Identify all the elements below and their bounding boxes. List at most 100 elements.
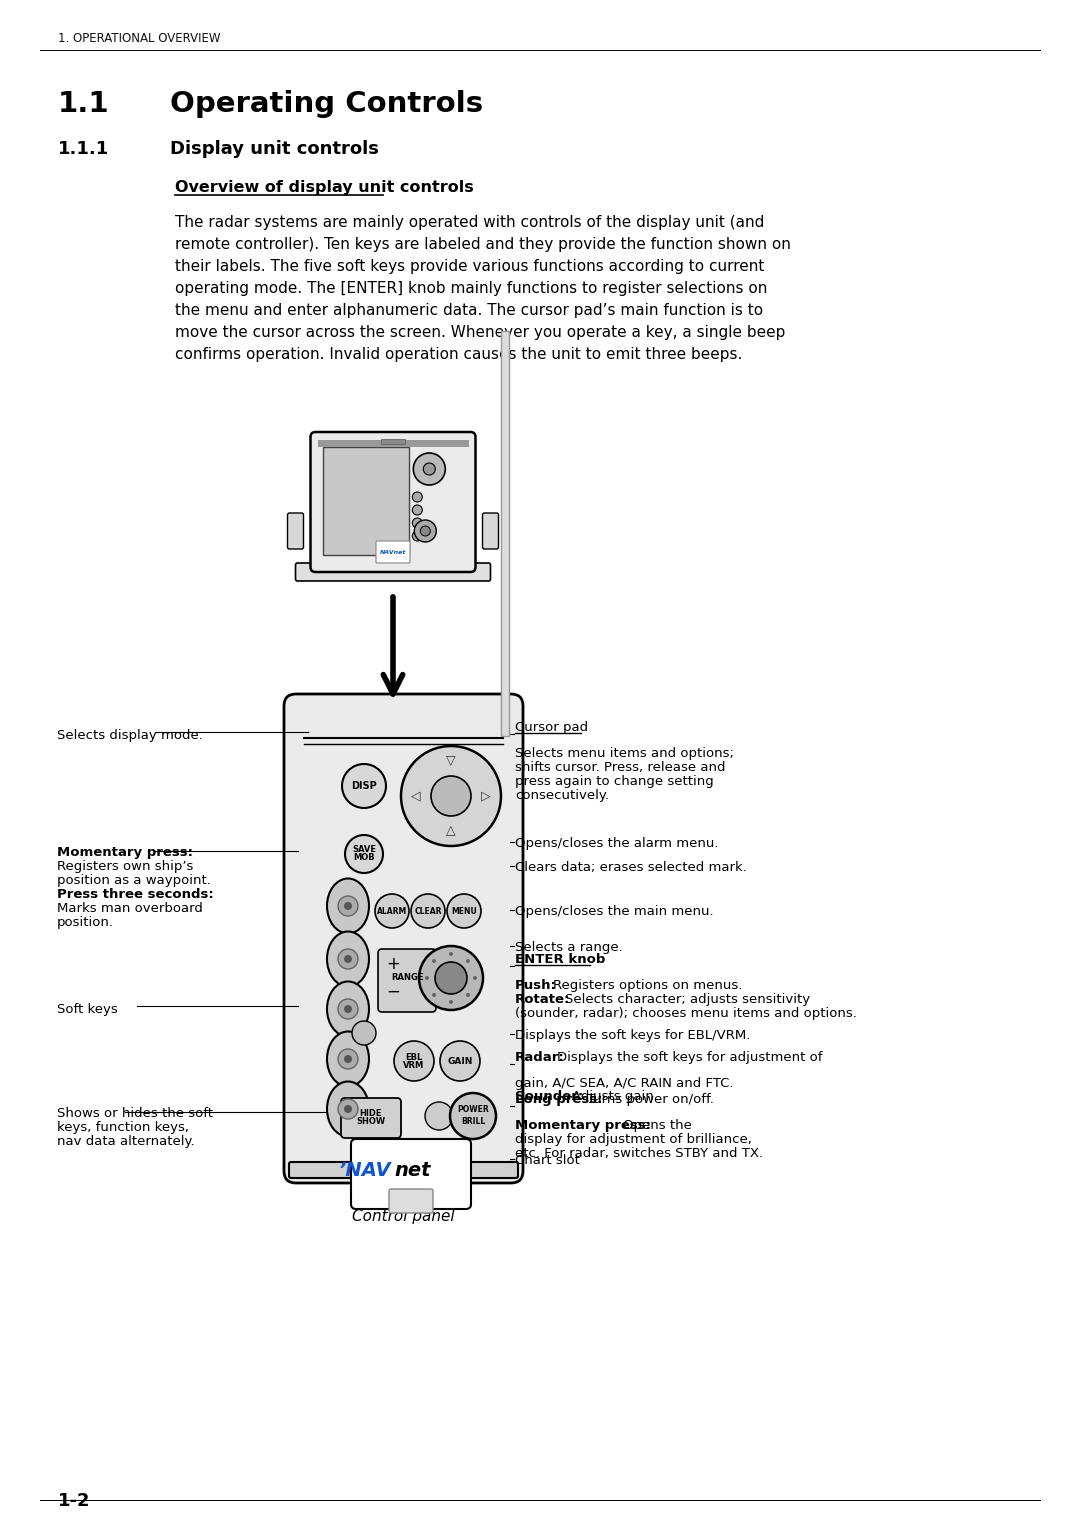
Bar <box>318 440 469 448</box>
Circle shape <box>338 949 357 969</box>
Circle shape <box>419 946 483 1010</box>
Circle shape <box>426 1102 453 1131</box>
Circle shape <box>394 1041 434 1080</box>
Text: GAIN: GAIN <box>447 1056 473 1065</box>
Circle shape <box>415 520 436 542</box>
Text: shifts cursor. Press, release and: shifts cursor. Press, release and <box>515 761 726 775</box>
Ellipse shape <box>327 932 369 987</box>
Circle shape <box>450 1093 496 1138</box>
Text: 1. OPERATIONAL OVERVIEW: 1. OPERATIONAL OVERVIEW <box>58 32 220 44</box>
Text: ALARM: ALARM <box>377 906 407 915</box>
Text: ▷: ▷ <box>482 790 490 802</box>
Text: BRILL: BRILL <box>461 1117 485 1126</box>
Text: 1.1: 1.1 <box>58 90 110 118</box>
Text: Selects a range.: Selects a range. <box>515 941 623 953</box>
Ellipse shape <box>327 1082 369 1137</box>
Text: Selects character; adjusts sensitivity: Selects character; adjusts sensitivity <box>565 993 810 1005</box>
Circle shape <box>426 976 429 979</box>
Circle shape <box>413 532 422 541</box>
Circle shape <box>432 960 436 963</box>
Text: Long press:: Long press: <box>515 1093 603 1106</box>
Text: MENU: MENU <box>451 906 477 915</box>
Circle shape <box>375 894 409 927</box>
Text: Displays the soft keys for EBL/VRM.: Displays the soft keys for EBL/VRM. <box>515 1028 751 1042</box>
Text: nav data alternately.: nav data alternately. <box>57 1135 194 1148</box>
Text: −: − <box>386 983 400 1001</box>
Text: position.: position. <box>57 915 114 929</box>
Text: the menu and enter alphanumeric data. The cursor pad’s main function is to: the menu and enter alphanumeric data. Th… <box>175 303 764 318</box>
Text: HIDE: HIDE <box>360 1108 382 1117</box>
Circle shape <box>465 960 470 963</box>
Text: move the cursor across the screen. Whenever you operate a key, a single beep: move the cursor across the screen. Whene… <box>175 325 785 341</box>
Ellipse shape <box>327 1031 369 1086</box>
Text: net: net <box>394 1161 431 1181</box>
FancyBboxPatch shape <box>311 432 475 571</box>
Circle shape <box>423 463 435 475</box>
Circle shape <box>401 746 501 847</box>
Text: Registers options on menus.: Registers options on menus. <box>553 979 742 992</box>
Text: etc. For radar, switches STBY and TX.: etc. For radar, switches STBY and TX. <box>515 1148 764 1160</box>
Text: Selects menu items and options;: Selects menu items and options; <box>515 747 734 759</box>
Text: EBL: EBL <box>405 1053 422 1062</box>
Text: Selects display mode.: Selects display mode. <box>57 729 203 743</box>
Text: Registers own ship’s: Registers own ship’s <box>57 860 193 872</box>
Text: Chart slot: Chart slot <box>515 1154 580 1167</box>
Text: operating mode. The [ENTER] knob mainly functions to register selections on: operating mode. The [ENTER] knob mainly … <box>175 281 768 296</box>
Text: VRM: VRM <box>403 1062 424 1071</box>
Text: DISP: DISP <box>351 781 377 792</box>
Text: confirms operation. Invalid operation causes the unit to emit three beeps.: confirms operation. Invalid operation ca… <box>175 347 742 362</box>
Circle shape <box>411 894 445 927</box>
Text: position as a waypoint.: position as a waypoint. <box>57 874 211 886</box>
Text: Opens the: Opens the <box>623 1118 692 1132</box>
Text: SHOW: SHOW <box>356 1117 386 1126</box>
Text: Opens/closes the alarm menu.: Opens/closes the alarm menu. <box>515 837 718 850</box>
Text: NAVnet: NAVnet <box>380 550 406 555</box>
Text: ENTER knob: ENTER knob <box>515 953 606 966</box>
Circle shape <box>449 952 453 957</box>
Circle shape <box>420 526 430 536</box>
Circle shape <box>465 993 470 996</box>
Text: Rotate:: Rotate: <box>515 993 570 1005</box>
Circle shape <box>414 452 445 484</box>
Text: display for adjustment of brilliance,: display for adjustment of brilliance, <box>515 1132 752 1146</box>
Circle shape <box>338 1050 357 1070</box>
Text: their labels. The five soft keys provide various functions according to current: their labels. The five soft keys provide… <box>175 260 765 274</box>
Text: MOB: MOB <box>353 854 375 862</box>
Circle shape <box>345 1105 352 1112</box>
Text: press again to change setting: press again to change setting <box>515 775 714 788</box>
Text: 1.1.1: 1.1.1 <box>58 141 109 157</box>
Bar <box>323 448 409 555</box>
Circle shape <box>435 963 467 995</box>
Text: ▽: ▽ <box>446 755 456 767</box>
Bar <box>381 439 405 445</box>
Circle shape <box>345 955 352 963</box>
Circle shape <box>338 999 357 1019</box>
Circle shape <box>440 1041 480 1080</box>
Text: Control panel: Control panel <box>352 1209 455 1224</box>
Text: Adjusts gain.: Adjusts gain. <box>572 1089 658 1103</box>
FancyBboxPatch shape <box>389 1189 433 1213</box>
Text: Radar:: Radar: <box>515 1051 565 1063</box>
Circle shape <box>345 1005 352 1013</box>
Circle shape <box>431 776 471 816</box>
Text: SAVE: SAVE <box>352 845 376 854</box>
Text: Overview of display unit controls: Overview of display unit controls <box>175 180 474 196</box>
Circle shape <box>449 999 453 1004</box>
Text: Shows or hides the soft: Shows or hides the soft <box>57 1106 213 1120</box>
Text: Displays the soft keys for adjustment of: Displays the soft keys for adjustment of <box>557 1051 823 1063</box>
Ellipse shape <box>327 879 369 934</box>
Text: Sounder:: Sounder: <box>515 1089 583 1103</box>
Text: Marks man overboard: Marks man overboard <box>57 902 203 915</box>
Text: +: + <box>386 955 400 973</box>
Text: ◁: ◁ <box>411 790 421 802</box>
Circle shape <box>345 902 352 911</box>
Text: (sounder, radar); chooses menu items and options.: (sounder, radar); chooses menu items and… <box>515 1007 856 1021</box>
FancyBboxPatch shape <box>287 513 303 549</box>
Text: Momentary press:: Momentary press: <box>57 847 193 859</box>
Circle shape <box>413 492 422 503</box>
FancyBboxPatch shape <box>341 1099 401 1138</box>
Text: 1-2: 1-2 <box>58 1491 91 1510</box>
Text: △: △ <box>446 825 456 837</box>
Circle shape <box>345 834 383 872</box>
Circle shape <box>447 894 481 927</box>
